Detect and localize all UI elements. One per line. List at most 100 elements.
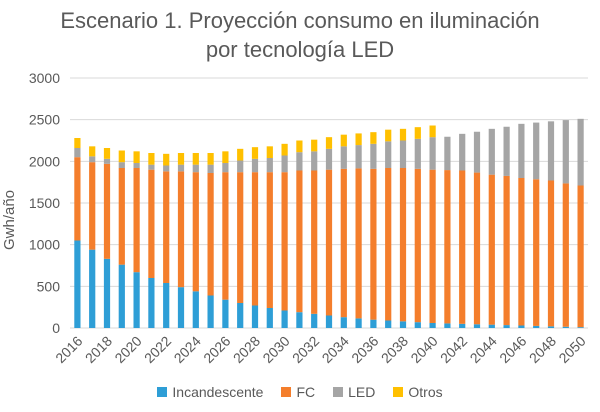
- bar-incandescente-2049: [562, 326, 569, 328]
- bars: [74, 118, 584, 328]
- x-tick-label: 2034: [319, 333, 352, 366]
- bar-led-2033: [325, 148, 333, 170]
- bar-led-2027: [237, 160, 244, 173]
- bar-fc-2022: [163, 171, 170, 283]
- y-tick-label: 1000: [29, 237, 60, 253]
- bar-otros-2034: [340, 134, 347, 147]
- x-tick-label: 2038: [378, 333, 411, 366]
- bar-fc-2025: [207, 173, 214, 296]
- bar-fc-2046: [518, 178, 525, 326]
- bar-fc-2016: [74, 157, 81, 241]
- bar-otros-2028: [251, 147, 259, 159]
- bar-fc-2031: [296, 170, 303, 313]
- x-tick-label: 2044: [467, 333, 500, 366]
- bar-otros-2018: [103, 148, 111, 159]
- legend-swatch: [393, 387, 404, 397]
- legend: Incandescente FC LED Otros: [0, 384, 600, 400]
- bar-incandescente-2048: [547, 326, 555, 328]
- bar-otros-2027: [237, 148, 244, 161]
- bar-fc-2045: [503, 175, 510, 326]
- x-tick-label: 2046: [496, 333, 529, 366]
- bar-incandescente-2034: [340, 317, 347, 328]
- x-tick-label: 2048: [526, 333, 559, 366]
- bar-otros-2040: [429, 125, 436, 138]
- bar-led-2047: [533, 122, 540, 180]
- bar-led-2032: [311, 151, 318, 171]
- bar-incandescente-2026: [222, 299, 229, 328]
- bar-led-2040: [429, 137, 436, 170]
- bar-fc-2039: [414, 168, 421, 323]
- bar-incandescente-2050: [577, 327, 584, 328]
- bar-incandescente-2027: [237, 303, 244, 328]
- bar-fc-2021: [148, 169, 155, 278]
- bar-led-2026: [222, 163, 229, 173]
- bar-led-2041: [444, 136, 451, 171]
- bar-led-2036: [370, 143, 377, 169]
- bar-fc-2040: [429, 169, 436, 323]
- bar-otros-2032: [311, 139, 318, 152]
- x-tick-label: 2036: [348, 333, 381, 366]
- y-axis-ticks: 0 500 1000 1500 2000 2500 3000: [29, 70, 60, 336]
- bar-otros-2038: [399, 128, 407, 141]
- bar-incandescente-2041: [444, 323, 451, 328]
- bar-fc-2030: [281, 172, 288, 311]
- bar-otros-2016: [74, 138, 81, 148]
- x-tick-label: 2040: [407, 333, 440, 366]
- y-axis-label: Gwh/año: [1, 190, 18, 250]
- bar-fc-2035: [355, 168, 362, 319]
- y-tick-label: 2500: [29, 112, 60, 128]
- x-tick-label: 2022: [141, 333, 174, 366]
- bar-incandescente-2032: [311, 313, 318, 328]
- legend-label: Otros: [408, 384, 443, 400]
- bar-incandescente-2018: [103, 258, 111, 328]
- x-tick-label: 2026: [200, 333, 233, 366]
- x-tick-label: 2018: [82, 333, 115, 366]
- bar-fc-2047: [533, 179, 540, 326]
- x-tick-label: 2024: [171, 333, 204, 366]
- legend-label: FC: [296, 384, 316, 400]
- bar-led-2029: [266, 158, 273, 173]
- x-tick-label: 2030: [259, 333, 292, 366]
- bar-incandescente-2039: [414, 322, 421, 328]
- bar-fc-2043: [473, 172, 481, 325]
- bar-incandescente-2031: [296, 312, 303, 328]
- bar-incandescente-2040: [429, 323, 436, 328]
- bar-incandescente-2044: [488, 324, 495, 328]
- bar-led-2037: [385, 141, 392, 168]
- legend-swatch: [281, 387, 292, 397]
- bar-incandescente-2016: [74, 240, 81, 328]
- bar-otros-2035: [355, 133, 362, 146]
- bar-otros-2037: [385, 129, 392, 142]
- bar-otros-2021: [148, 153, 155, 165]
- y-tick-label: 500: [37, 278, 61, 294]
- legend-item-fc: FC: [281, 384, 315, 400]
- bar-fc-2036: [370, 168, 377, 320]
- chart-title-line1: Escenario 1. Proyección consumo en ilumi…: [60, 8, 540, 33]
- bar-incandescente-2046: [518, 325, 525, 328]
- bar-led-2034: [340, 146, 347, 169]
- bar-otros-2025: [207, 153, 214, 165]
- bar-fc-2042: [459, 170, 466, 324]
- bar-led-2039: [414, 138, 421, 169]
- bar-led-2035: [355, 145, 362, 169]
- bar-led-2031: [296, 152, 303, 171]
- bar-fc-2029: [266, 172, 273, 308]
- bar-fc-2050: [577, 185, 584, 328]
- bar-fc-2017: [89, 162, 96, 250]
- y-tick-label: 0: [52, 320, 60, 336]
- bar-incandescente-2035: [355, 318, 362, 328]
- bar-incandescente-2030: [281, 310, 288, 328]
- bar-incandescente-2047: [533, 325, 540, 328]
- legend-label: LED: [348, 384, 376, 400]
- bar-led-2048: [547, 121, 555, 181]
- bar-led-2017: [89, 156, 96, 163]
- bar-otros-2030: [281, 143, 288, 156]
- bar-fc-2018: [103, 163, 111, 259]
- bar-incandescente-2033: [325, 315, 333, 328]
- y-tick-label: 3000: [29, 70, 60, 86]
- bar-led-2044: [488, 128, 495, 175]
- bar-incandescente-2023: [177, 287, 185, 328]
- bar-fc-2032: [311, 170, 318, 314]
- legend-item-led: LED: [333, 384, 375, 400]
